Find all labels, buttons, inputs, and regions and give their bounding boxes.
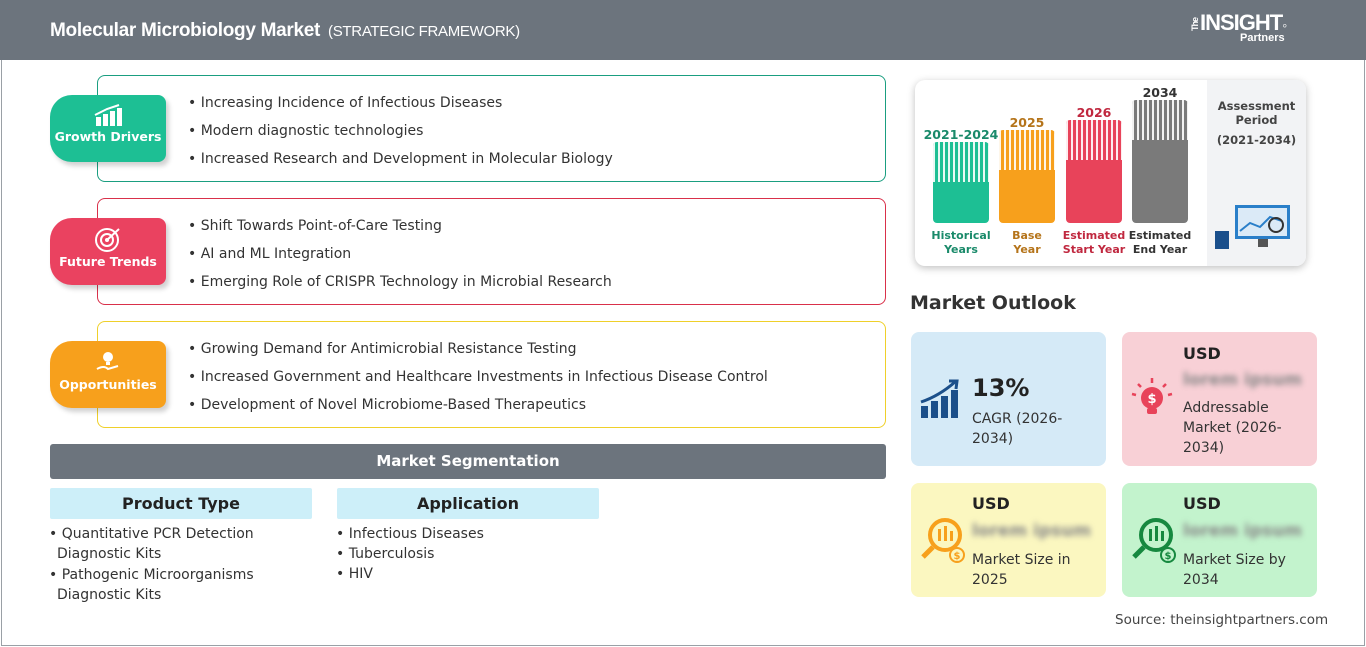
- application-header: Application: [337, 488, 599, 519]
- list-item: Modern diagnostic technologies: [188, 123, 424, 139]
- target-icon: [95, 228, 120, 252]
- segment-item: • Pathogenic Microorganisms Diagnostic K…: [49, 567, 254, 603]
- segment-item: • Infectious Diseases: [336, 526, 484, 542]
- title-text: Molecular Microbiology Market: [50, 20, 321, 41]
- cagr-card: 13% CAGR (2026-2034): [911, 332, 1106, 466]
- list-item: AI and ML Integration: [188, 246, 351, 262]
- cagr-value: 13%: [972, 374, 1030, 402]
- page-title: Molecular Microbiology Market (STRATEGIC …: [50, 20, 520, 42]
- cagr-label: CAGR (2026-2034): [972, 411, 1063, 447]
- blurred-value: lorem ipsum: [972, 521, 1091, 541]
- market-segmentation-header: Market Segmentation: [50, 444, 886, 479]
- segment-item: • Quantitative PCR Detection Diagnostic …: [49, 526, 254, 562]
- currency-label: USD: [972, 494, 1010, 513]
- magnifier-chart-icon: $: [921, 518, 965, 563]
- market-size-2034-card: $ USD lorem ipsum Market Size by 2034: [1122, 483, 1317, 597]
- bar-stripes: [1066, 120, 1122, 160]
- list-item: Increased Research and Development in Mo…: [188, 151, 613, 167]
- market-size-2025-label: Market Size in 2025: [972, 552, 1071, 588]
- product-type-header: Product Type: [50, 488, 312, 519]
- header-bar: [0, 0, 1366, 60]
- lightbulb-hand-icon: [96, 352, 119, 371]
- segment-item: • Tuberculosis: [336, 546, 435, 562]
- blurred-value: lorem ipsum: [1183, 521, 1302, 541]
- bar-stripes: [999, 130, 1055, 170]
- insight-partners-logo: TheINSIGHT◦ Partners: [1190, 10, 1287, 44]
- source-text: Source: theinsightpartners.com: [1115, 612, 1329, 628]
- assessment-label: Assessment Period: [1217, 99, 1296, 127]
- bar-stripes: [1132, 100, 1188, 140]
- svg-text:$: $: [954, 551, 961, 562]
- svg-text:$: $: [1147, 392, 1156, 407]
- lightbulb-dollar-icon: $: [1131, 378, 1173, 414]
- addressable-market-label: Addressable Market (2026-2034): [1183, 400, 1282, 456]
- market-outlook-title: Market Outlook: [910, 292, 1076, 314]
- timeline-bar: [999, 130, 1055, 223]
- timeline-label: Historical Years: [931, 229, 991, 256]
- magnifier-chart-icon: $: [1132, 518, 1176, 563]
- section-label: Opportunities: [59, 377, 157, 392]
- list-item: Shift Towards Point-of-Care Testing: [188, 218, 442, 234]
- assessment-range: (2021-2034): [1216, 133, 1297, 147]
- segment-item: • HIV: [336, 566, 373, 582]
- timeline-label: Base Year: [1012, 229, 1042, 256]
- market-size-2025-card: $ USD lorem ipsum Market Size in 2025: [911, 483, 1106, 597]
- list-item: Increased Government and Healthcare Inve…: [188, 369, 768, 385]
- addressable-market-card: $ USD lorem ipsum Addressable Market (20…: [1122, 332, 1317, 466]
- svg-text:$: $: [1165, 551, 1172, 562]
- content-frame: [1, 60, 1365, 646]
- growth-drivers-badge: Growth Drivers: [50, 95, 166, 162]
- opportunities-badge: Opportunities: [50, 341, 166, 408]
- list-item: Growing Demand for Antimicrobial Resista…: [188, 341, 577, 357]
- currency-label: USD: [1183, 494, 1221, 513]
- list-item: Increasing Incidence of Infectious Disea…: [188, 95, 503, 111]
- growth-chart-icon: [920, 379, 959, 418]
- timeline-year: 2026: [1076, 105, 1112, 120]
- bar-stripes: [933, 142, 989, 182]
- timeline-bar: [1066, 120, 1122, 223]
- list-item: Development of Novel Microbiome-Based Th…: [188, 397, 586, 413]
- timeline-bar: [933, 142, 989, 223]
- analytics-illustration-icon: [1215, 205, 1290, 249]
- market-size-2034-label: Market Size by 2034: [1183, 552, 1286, 588]
- future-trends-badge: Future Trends: [50, 218, 166, 285]
- section-label: Growth Drivers: [54, 129, 162, 144]
- timeline-year: 2025: [1009, 115, 1045, 130]
- timeline-year: 2034: [1142, 85, 1178, 100]
- blurred-value: lorem ipsum: [1183, 370, 1302, 390]
- timeline-label: Estimated End Year: [1128, 229, 1192, 256]
- currency-label: USD: [1183, 344, 1221, 363]
- timeline-bar: [1132, 100, 1188, 223]
- timeline-year: 2021-2024: [923, 127, 999, 142]
- section-label: Future Trends: [59, 254, 157, 269]
- growth-chart-icon: [94, 104, 122, 126]
- timeline-label: Estimated Start Year: [1062, 229, 1126, 256]
- list-item: Emerging Role of CRISPR Technology in Mi…: [188, 274, 612, 290]
- subtitle: (STRATEGIC FRAMEWORK): [328, 23, 520, 40]
